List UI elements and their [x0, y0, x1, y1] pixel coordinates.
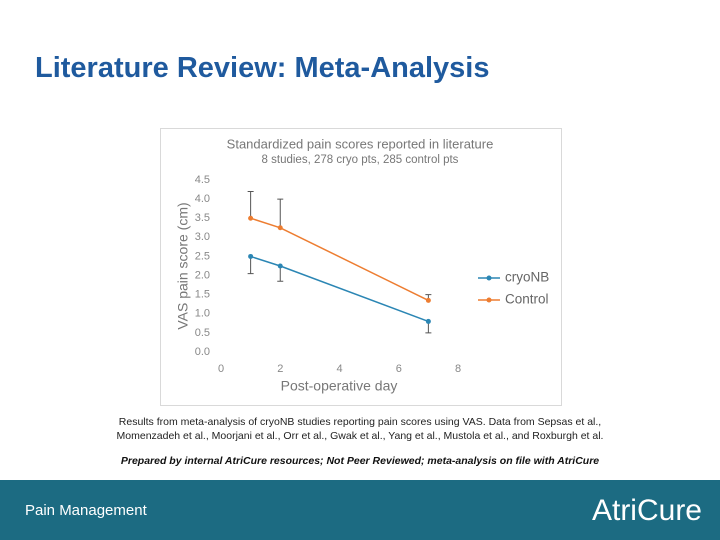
y-tick-label: 1.0 — [195, 308, 210, 320]
y-tick-label: 3.5 — [195, 212, 210, 224]
footer-text: Pain Management — [25, 502, 147, 519]
error-bar — [247, 190, 254, 219]
chart: Standardized pain scores reported in lit… — [160, 128, 562, 406]
error-bar — [277, 266, 284, 282]
point — [248, 253, 254, 259]
point — [277, 263, 283, 269]
legend-marker — [486, 297, 492, 303]
legend-label: Control — [505, 292, 549, 307]
footer: Pain Management AtriCure — [0, 480, 720, 540]
y-axis-label: VAS pain score (cm) — [175, 202, 191, 329]
legend-marker — [486, 275, 492, 281]
point — [425, 318, 431, 324]
y-tick-label: 3.0 — [195, 231, 210, 243]
chart-title: Standardized pain scores reported in lit… — [227, 136, 494, 151]
caption-line: Results from meta-analysis of cryoNB stu… — [118, 416, 602, 428]
y-tick-label: 2.0 — [195, 269, 210, 281]
y-tick-label: 4.5 — [195, 174, 210, 186]
x-tick-label: 2 — [277, 363, 283, 375]
x-tick-label: 6 — [396, 363, 402, 375]
x-tick-label: 0 — [218, 363, 224, 375]
caption-line: Momenzadeh et al., Moorjani et al., Orr … — [116, 430, 604, 442]
caption: Results from meta-analysis of cryoNB stu… — [0, 415, 720, 443]
logo: AtriCure — [591, 494, 702, 527]
x-tick-label: 4 — [336, 363, 342, 375]
x-axis-label: Post-operative day — [281, 378, 398, 394]
x-tick-label: 8 — [455, 363, 461, 375]
y-tick-label: 0.0 — [195, 346, 210, 358]
point — [277, 225, 283, 231]
point — [248, 215, 254, 221]
note: Prepared by internal AtriCure resources;… — [120, 455, 600, 467]
y-tick-label: 4.0 — [195, 193, 210, 205]
error-bar — [247, 256, 254, 275]
y-tick-label: 1.5 — [195, 289, 210, 301]
legend-label: cryoNB — [505, 270, 549, 285]
slide-title: Literature Review: Meta-Analysis — [35, 52, 490, 84]
y-tick-label: 2.5 — [195, 250, 210, 262]
point — [425, 297, 431, 303]
y-tick-label: 0.5 — [195, 327, 210, 339]
error-bar — [277, 198, 284, 228]
chart-subtitle: 8 studies, 278 cryo pts, 285 control pts — [262, 154, 459, 166]
